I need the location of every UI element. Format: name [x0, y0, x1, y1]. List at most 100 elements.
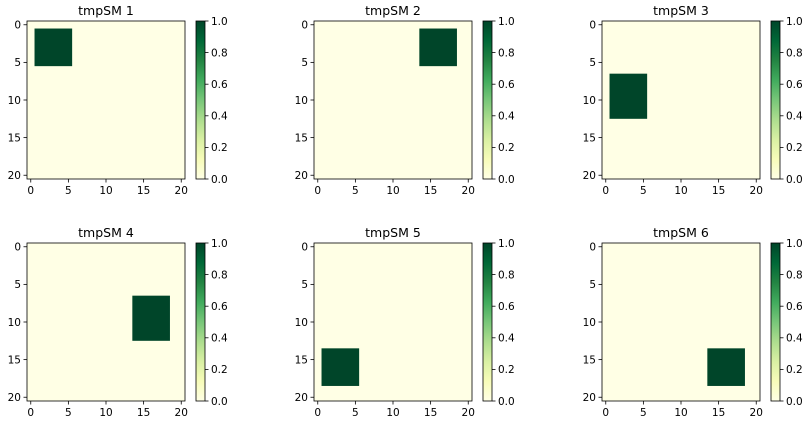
colorbar-tick-label: 0.8 — [211, 269, 228, 281]
colorbar-tick-label: 0.4 — [786, 333, 803, 345]
x-tick-label: 20 — [175, 185, 188, 197]
heatmap-panel-4: tmpSM 4 0 5 10 15 20 0 5 10 15 20 0.0 0.2 0.4 0.6 0.8 1.… — [8, 225, 228, 419]
y-tick-label: 5 — [301, 57, 308, 69]
x-tick-label: 10 — [674, 185, 687, 197]
x-tick-label: 5 — [65, 185, 72, 197]
colorbar-tick-label: 1.0 — [211, 16, 228, 28]
x-tick-label: 0 — [602, 185, 609, 197]
colorbar-tick-label: 0.8 — [211, 47, 228, 59]
x-tick-label: 5 — [352, 407, 359, 419]
colorbar-tick-label: 0.0 — [786, 174, 803, 186]
colorbar-tick-label: 1.0 — [786, 16, 803, 28]
panel-title: tmpSM 6 — [653, 225, 709, 240]
colorbar-tick-label: 1.0 — [498, 238, 515, 250]
colorbar-tick-label: 1.0 — [498, 16, 515, 28]
y-tick-label: 5 — [301, 279, 308, 291]
heatmap-block — [321, 348, 360, 386]
x-tick-label: 15 — [137, 185, 150, 197]
y-tick-label: 20 — [8, 170, 21, 182]
x-tick-label: 0 — [27, 407, 34, 419]
x-tick-label: 15 — [137, 407, 150, 419]
panel-title: tmpSM 4 — [78, 225, 134, 240]
x-tick-label: 10 — [674, 407, 687, 419]
x-tick-label: 20 — [462, 185, 475, 197]
y-tick-label: 15 — [295, 354, 308, 366]
y-tick-label: 5 — [14, 279, 21, 291]
colorbar-tick-label: 0.0 — [211, 174, 228, 186]
y-tick-label: 10 — [295, 317, 308, 329]
x-tick-label: 10 — [99, 185, 112, 197]
x-tick-label: 5 — [640, 407, 647, 419]
x-tick-label: 20 — [750, 407, 763, 419]
colorbar-tick-label: 0.2 — [786, 142, 803, 154]
colorbar-tick-label: 0.8 — [498, 47, 515, 59]
x-tick-label: 0 — [314, 407, 321, 419]
colorbar-tick-label: 0.0 — [211, 396, 228, 408]
colorbar — [482, 20, 493, 180]
colorbar-tick-label: 0.6 — [211, 79, 228, 91]
heatmap-block — [707, 348, 745, 386]
colorbar-tick-label: 0.8 — [786, 47, 803, 59]
colorbar-tick-label: 0.2 — [498, 142, 515, 154]
colorbar — [195, 242, 206, 402]
x-tick-label: 10 — [386, 407, 399, 419]
x-tick-label: 5 — [65, 407, 72, 419]
colorbar-tick-label: 0.4 — [786, 111, 803, 123]
panel-title: tmpSM 3 — [653, 3, 709, 18]
y-tick-label: 15 — [8, 132, 21, 144]
y-tick-label: 15 — [583, 354, 596, 366]
x-tick-label: 15 — [424, 185, 437, 197]
panel-title: tmpSM 5 — [365, 225, 421, 240]
colorbar-tick-label: 0.4 — [498, 333, 515, 345]
panel-title: tmpSM 1 — [78, 3, 134, 18]
x-tick-label: 20 — [462, 407, 475, 419]
y-tick-label: 20 — [295, 170, 308, 182]
y-tick-label: 20 — [295, 392, 308, 404]
y-tick-label: 15 — [8, 354, 21, 366]
colorbar-tick-label: 0.2 — [211, 364, 228, 376]
colorbar — [770, 242, 781, 402]
heatmap-block — [132, 295, 170, 341]
y-tick-label: 20 — [583, 392, 596, 404]
x-tick-label: 10 — [99, 407, 112, 419]
x-tick-label: 0 — [27, 185, 34, 197]
x-tick-label: 15 — [712, 407, 725, 419]
heatmap-panel-3: tmpSM 3 0 5 10 15 20 0 5 10 15 20 0.0 0.2 0.4 0.6 0.8 1.… — [583, 3, 803, 197]
heatmap-block — [34, 28, 73, 67]
colorbar-tick-label: 0.0 — [498, 396, 515, 408]
colorbar — [482, 242, 493, 402]
heatmap-block — [419, 28, 457, 67]
colorbar-tick-label: 0.2 — [498, 364, 515, 376]
colorbar-tick-label: 0.6 — [211, 301, 228, 313]
colorbar-tick-label: 0.0 — [498, 174, 515, 186]
y-tick-label: 5 — [589, 279, 596, 291]
colorbar-tick-label: 0.8 — [498, 269, 515, 281]
y-tick-label: 20 — [583, 170, 596, 182]
y-tick-label: 0 — [589, 20, 596, 32]
x-tick-label: 5 — [352, 185, 359, 197]
heatmap-panel-1: tmpSM 1 0 5 10 15 20 0 5 10 15 20 0.0 0.2 0.4 0.6 0.8 1.… — [8, 3, 228, 197]
colorbar-tick-label: 0.4 — [498, 111, 515, 123]
y-tick-label: 10 — [8, 95, 21, 107]
colorbar-tick-label: 0.0 — [786, 396, 803, 408]
colorbar-tick-label: 1.0 — [211, 238, 228, 250]
x-tick-label: 5 — [640, 185, 647, 197]
colorbar-tick-label: 0.2 — [786, 364, 803, 376]
colorbar — [770, 20, 781, 180]
y-tick-label: 0 — [14, 242, 21, 254]
y-tick-label: 5 — [589, 57, 596, 69]
panel-title: tmpSM 2 — [365, 3, 421, 18]
x-tick-label: 0 — [602, 407, 609, 419]
colorbar-tick-label: 0.2 — [211, 142, 228, 154]
heatmap-block — [609, 73, 648, 119]
colorbar-tick-label: 0.4 — [211, 111, 228, 123]
colorbar-tick-label: 0.6 — [786, 301, 803, 313]
x-tick-label: 15 — [424, 407, 437, 419]
y-tick-label: 0 — [301, 20, 308, 32]
y-tick-label: 15 — [295, 132, 308, 144]
heatmap-panel-6: tmpSM 6 0 5 10 15 20 0 5 10 15 20 0.0 0.2 0.4 0.6 0.8 1.… — [583, 225, 803, 419]
colorbar — [195, 20, 206, 180]
y-tick-label: 20 — [8, 392, 21, 404]
y-tick-label: 0 — [301, 242, 308, 254]
